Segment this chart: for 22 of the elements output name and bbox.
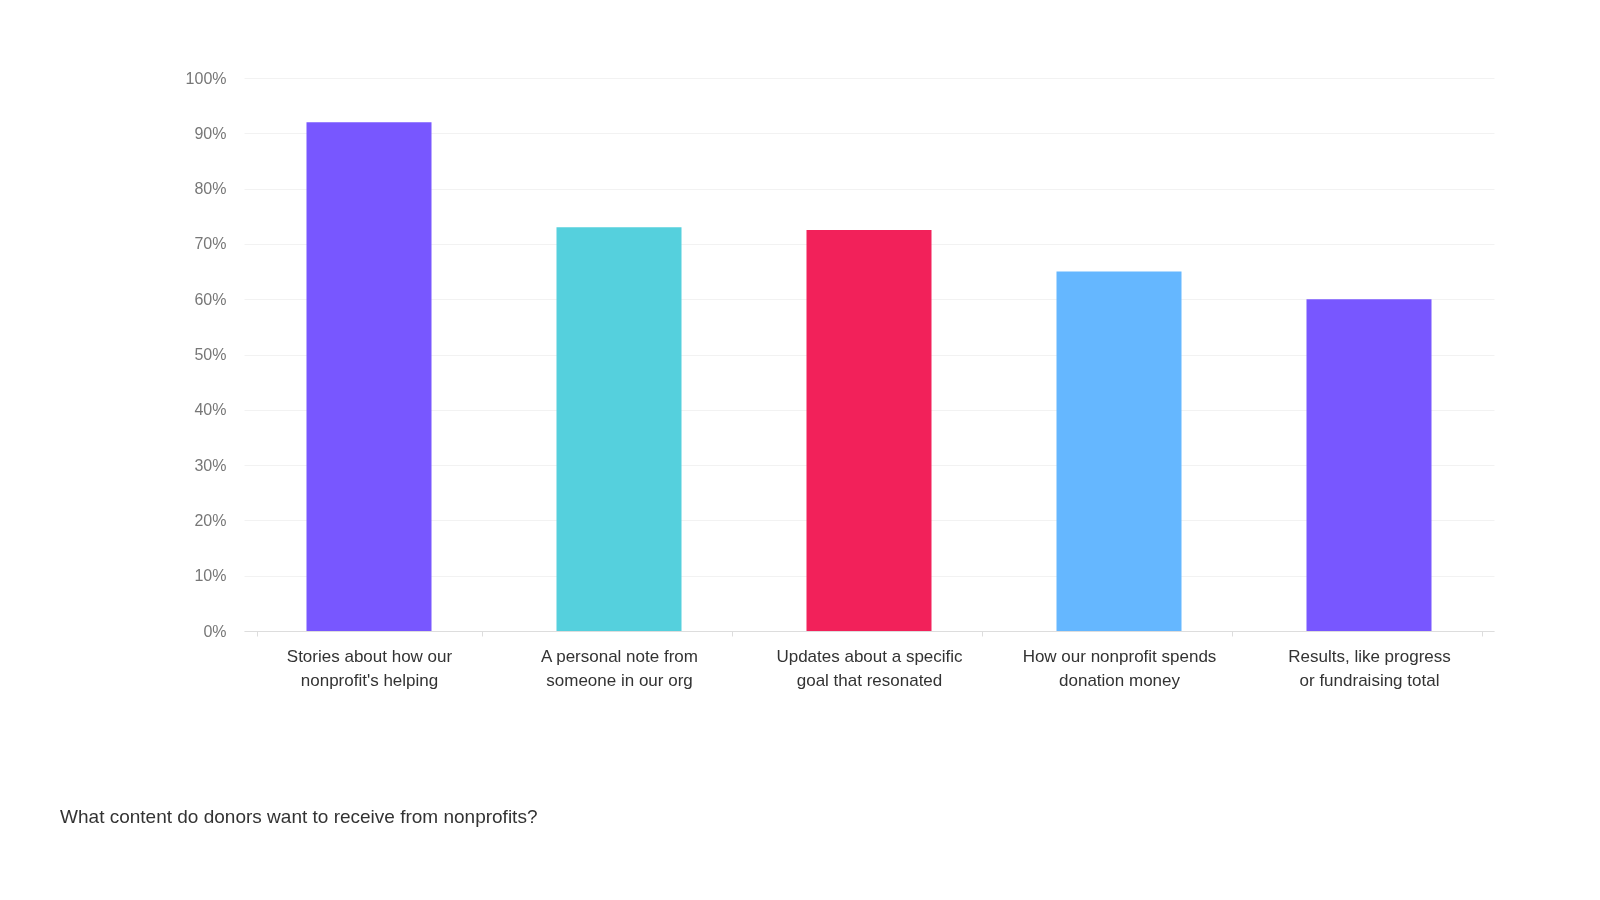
y-tick-label: 100% <box>185 69 227 87</box>
bar <box>1306 299 1432 631</box>
x-tick-label: Updates about a specific goal that resonated <box>776 646 964 690</box>
y-tick-label: 90% <box>194 124 227 142</box>
x-tick-label: Stories about how our nonprofit's helping <box>286 646 453 690</box>
y-tick-label: 30% <box>194 456 227 474</box>
y-tick-label: 10% <box>194 567 227 585</box>
x-tick-label: Results, like progress or fundraising total <box>1288 646 1451 690</box>
y-tick-label: 70% <box>194 235 227 253</box>
y-tick-label: 60% <box>194 290 227 308</box>
bar <box>556 227 682 631</box>
bar <box>306 122 432 631</box>
y-tick-label: 20% <box>194 511 227 529</box>
y-tick-label: 40% <box>194 401 227 419</box>
bar <box>1056 271 1182 631</box>
y-tick-label: 80% <box>194 180 227 198</box>
bar <box>806 230 932 631</box>
text: What content do donors want to receive from nonprofits? <box>60 806 538 827</box>
x-tick-label: How our nonprofit spends donation money <box>1022 646 1217 690</box>
y-tick-label: 50% <box>194 346 227 363</box>
y-tick-label: 0% <box>203 622 227 640</box>
x-tick-label: A personal note from someone in our org <box>541 646 698 690</box>
